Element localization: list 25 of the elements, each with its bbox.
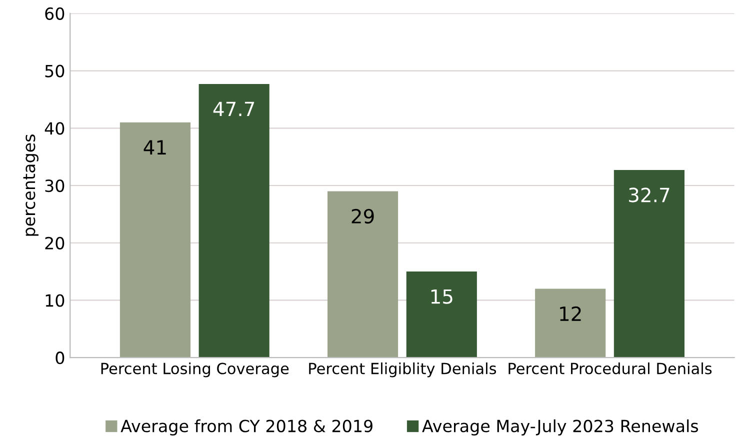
data-label: 41 [144, 140, 166, 154]
bar [120, 122, 190, 358]
y-tick-label: 20 [45, 236, 64, 250]
y-tick-label: 10 [46, 294, 64, 307]
data-label: 29 [352, 208, 374, 224]
bar [614, 170, 684, 358]
y-tick-label: 30 [45, 179, 64, 192]
data-label: 12 [560, 306, 581, 321]
data-label: 15 [431, 289, 452, 304]
y-tick-label: 50 [45, 64, 64, 78]
y-tick-label: 60 [45, 7, 64, 20]
legend-label: Average May-July 2023 Renewals [422, 419, 698, 436]
y-tick-label: 0 [56, 352, 64, 364]
data-label: 32.7 [629, 188, 670, 202]
x-tick-label: Percent Losing Coverage [101, 362, 289, 378]
bar [327, 191, 398, 358]
x-tick-label: Percent Eligiblity Denials [309, 362, 496, 378]
legend-label: Average from CY 2018 & 2019 [120, 419, 372, 436]
y-axis-title: percentages [23, 134, 38, 236]
bar [406, 272, 477, 358]
x-tick-label: Percent Procedural Denials [508, 362, 712, 374]
bar [198, 84, 270, 358]
y-tick-label: 40 [44, 122, 64, 135]
bar [535, 288, 606, 358]
data-label: 47.7 [213, 102, 254, 116]
